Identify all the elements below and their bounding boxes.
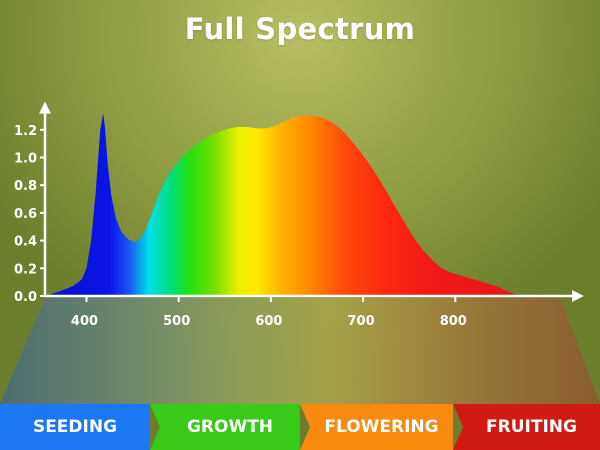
x-axis-arrow-icon	[572, 290, 584, 302]
tick-labels: 0.0 0.2 0.4 0.6 0.8 1.0 1.2 400 500 600 700 800	[14, 124, 467, 329]
chart-axes	[39, 101, 584, 302]
y-tick-label: 1.0	[14, 152, 37, 167]
stage-seeding: SEEDING	[0, 404, 150, 450]
stage-fruiting: FRUITING	[453, 404, 600, 450]
x-tick-label: 600	[255, 314, 282, 329]
x-tick-label: 700	[348, 314, 375, 329]
y-tick-label: 0.4	[14, 235, 37, 250]
stage-flowering: FLOWERING	[300, 404, 453, 450]
x-tick-label: 800	[440, 314, 467, 329]
page-title: Full Spectrum	[184, 12, 416, 46]
y-tick-label: 1.2	[14, 124, 37, 139]
y-axis-arrow-icon	[39, 101, 51, 114]
y-tick-label: 0.0	[14, 290, 37, 305]
y-tick-label: 0.6	[14, 207, 37, 222]
floor-reflection	[0, 298, 600, 404]
y-tick-label: 0.2	[14, 262, 37, 277]
y-tick-label: 0.8	[14, 179, 37, 194]
stage-growth: GROWTH	[150, 404, 300, 450]
x-tick-label: 500	[163, 314, 190, 329]
x-tick-label: 400	[71, 314, 98, 329]
growth-stage-bar: SEEDING GROWTH FLOWERING FRUITING	[0, 404, 600, 450]
spectrum-area	[45, 113, 518, 296]
